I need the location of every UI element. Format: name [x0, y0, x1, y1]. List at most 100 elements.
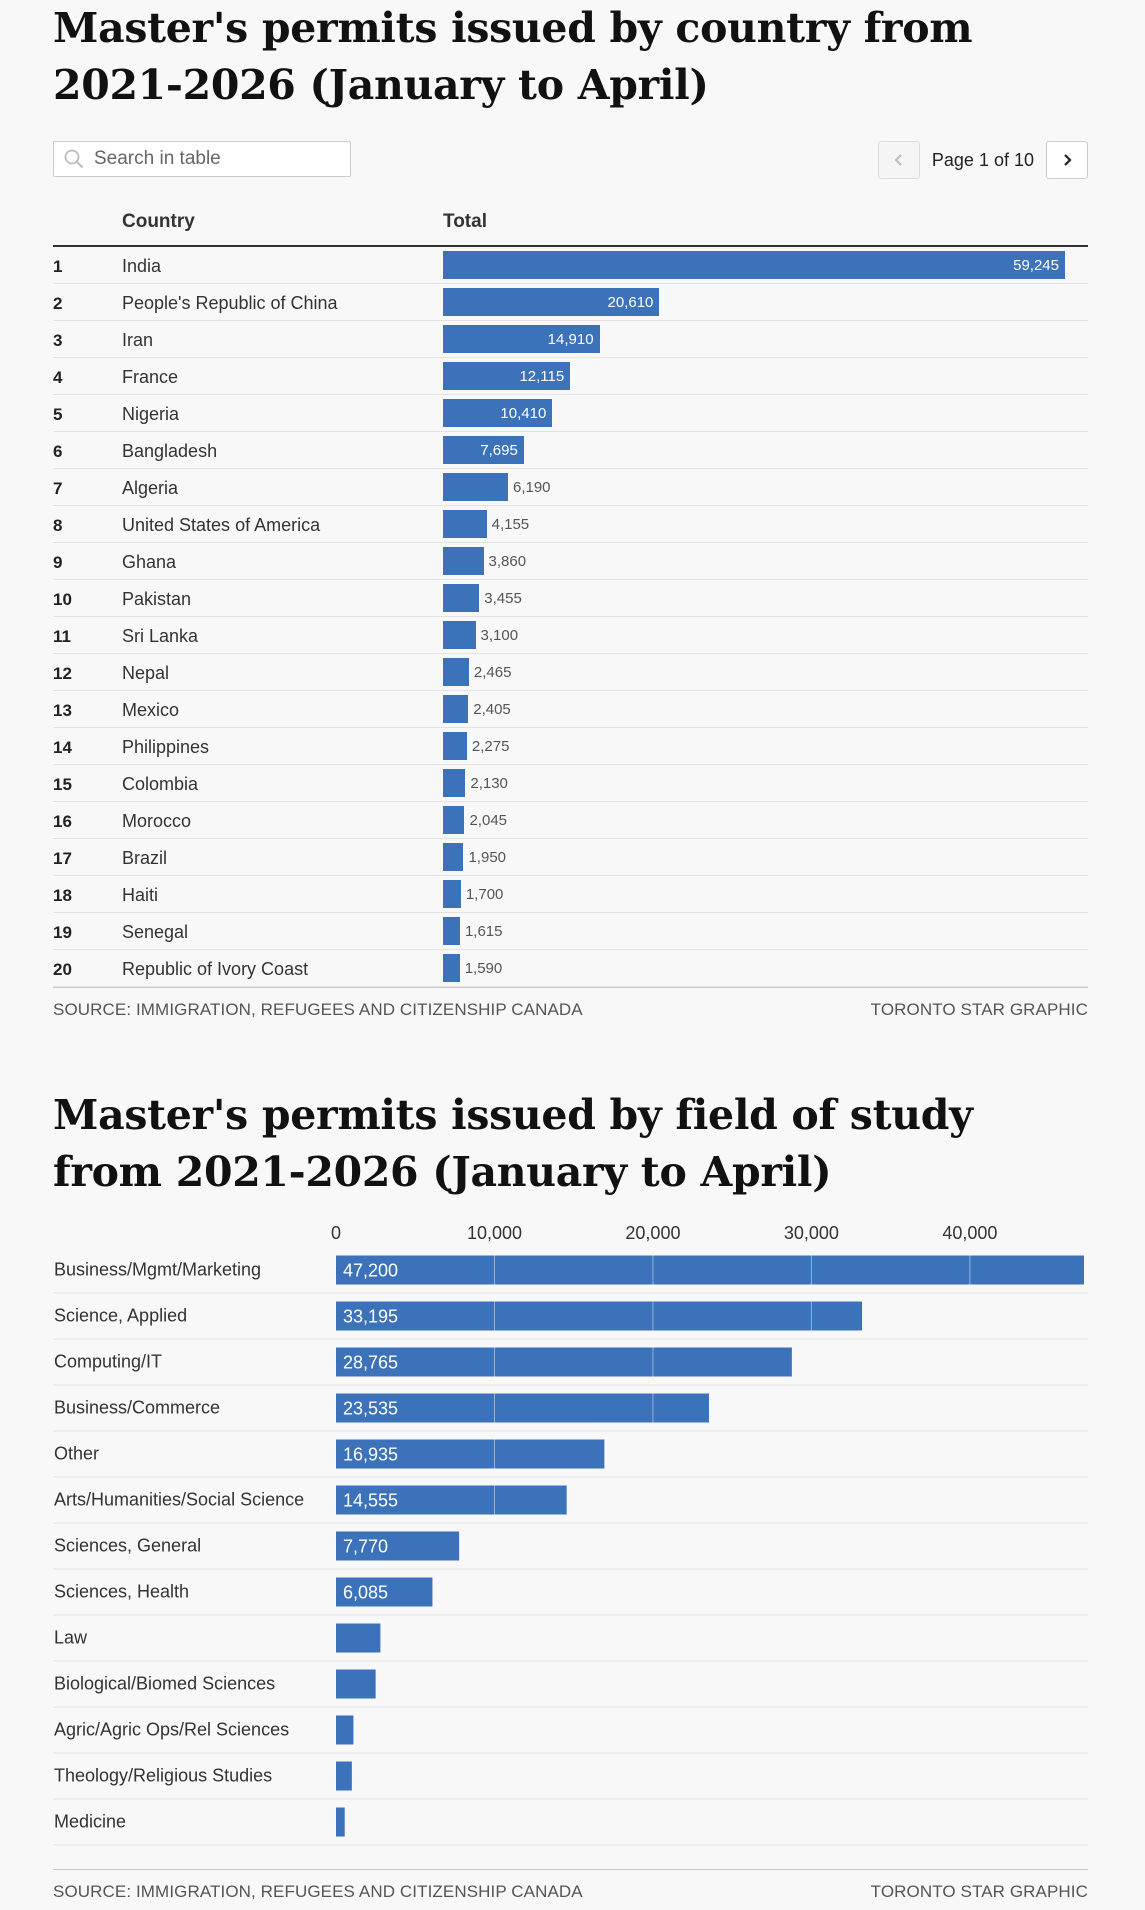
category-label: Theology/Religious Studies [54, 1766, 272, 1786]
row-rank: 18 [53, 886, 72, 905]
search-box[interactable] [53, 141, 351, 177]
row-bar [443, 880, 461, 908]
source-note: SOURCE: IMMIGRATION, REFUGEES AND CITIZE… [53, 1000, 583, 1019]
table-row: 3 Iran 14,910 [53, 321, 1088, 358]
row-bar [443, 547, 484, 575]
category-label: Arts/Humanities/Social Science [54, 1490, 304, 1510]
table-row: 8 United States of America 4,155 [53, 506, 1088, 543]
row-value: 59,245 [1013, 257, 1059, 274]
category-label: Business/Commerce [54, 1398, 220, 1418]
row-rank: 3 [53, 331, 63, 350]
row-country: France [122, 367, 179, 387]
credit-note: TORONTO STAR GRAPHIC [870, 1882, 1088, 1901]
row-country: Morocco [122, 811, 192, 831]
bar [336, 1393, 709, 1423]
row-value: 3,100 [480, 627, 519, 644]
column-header-country[interactable]: Country [122, 211, 195, 232]
search-input[interactable] [92, 147, 336, 171]
table-chart-title: Master's permits issued by country from … [53, 4, 973, 109]
row-rank: 8 [53, 516, 63, 535]
row-bar [443, 954, 460, 982]
bar [336, 1807, 345, 1837]
bar-chart-footer: SOURCE: IMMIGRATION, REFUGEES AND CITIZE… [53, 1869, 1088, 1910]
table-row: 20 Republic of Ivory Coast 1,590 [53, 950, 1088, 987]
row-country: Brazil [122, 848, 168, 868]
table-row: 7 Algeria 6,190 [53, 469, 1088, 506]
row-value: 12,115 [519, 368, 565, 385]
row-rank: 11 [53, 627, 71, 646]
row-rank: 10 [53, 590, 72, 609]
page-indicator: Page 1 of 10 [931, 149, 1034, 170]
row-value: 2,130 [470, 775, 508, 792]
table-row: 13 Mexico 2,405 [53, 691, 1088, 728]
table-row: 19 Senegal 1,615 [53, 913, 1088, 950]
bar [336, 1715, 354, 1745]
table-row: 12 Nepal 2,465 [53, 654, 1088, 691]
category-label: Other [54, 1444, 99, 1464]
bar [336, 1577, 433, 1607]
row-value: 20,610 [607, 294, 654, 311]
row-country: Colombia [122, 774, 199, 794]
row-bar [443, 325, 600, 353]
bar-value-label: 14,555 [343, 1491, 398, 1511]
bar-chart-title: Master's permits issued by field of stud… [53, 1091, 973, 1196]
row-bar [443, 399, 553, 427]
bar [336, 1347, 792, 1377]
table-row: 9 Ghana 3,860 [53, 543, 1088, 580]
source-note: SOURCE: IMMIGRATION, REFUGEES AND CITIZE… [53, 1882, 583, 1901]
row-rank: 16 [53, 812, 72, 831]
row-value: 3,860 [488, 553, 527, 570]
previous-page-button[interactable] [877, 141, 920, 179]
table-row: 11 Sri Lanka 3,100 [53, 617, 1088, 654]
row-value: 6,190 [512, 479, 551, 496]
row-bar [443, 806, 465, 834]
row-value: 2,465 [473, 664, 512, 681]
row-value: 1,950 [468, 849, 507, 866]
row-value: 1,615 [464, 923, 503, 940]
row-bar [443, 362, 571, 390]
row-rank: 12 [53, 664, 72, 683]
row-bar [443, 584, 480, 612]
category-label: Law [54, 1628, 88, 1648]
row-value: 3,455 [484, 590, 522, 607]
row-country: Sri Lanka [122, 626, 199, 646]
x-tick-label: 10,000 [467, 1223, 522, 1243]
chevron-left-icon [894, 154, 902, 166]
bar [336, 1531, 460, 1561]
row-value: 2,405 [473, 701, 511, 718]
row-country: Iran [122, 330, 154, 350]
table-row: 14 Philippines 2,275 [53, 728, 1088, 765]
table-row: 18 Haiti 1,700 [53, 876, 1088, 913]
next-page-button[interactable] [1046, 141, 1088, 179]
table-row: 16 Morocco 2,045 [53, 802, 1088, 839]
row-rank: 19 [53, 923, 72, 942]
row-bar [443, 917, 460, 945]
bar-value-label: 28,765 [343, 1353, 398, 1373]
row-rank: 17 [53, 849, 72, 868]
category-label: Computing/IT [54, 1352, 162, 1372]
row-country: Philippines [122, 737, 210, 757]
bar [336, 1761, 352, 1791]
category-label: Medicine [54, 1812, 126, 1832]
row-country: Nepal [122, 663, 170, 683]
row-bar [443, 658, 469, 686]
row-country: Pakistan [122, 589, 192, 609]
table-row: 5 Nigeria 10,410 [53, 395, 1088, 432]
country-table-chart: Master's permits issued by country from … [53, 0, 1088, 1028]
category-label: Agric/Agric Ops/Rel Sciences [54, 1720, 289, 1740]
row-country: Haiti [122, 885, 159, 905]
row-rank: 5 [53, 405, 63, 424]
row-bar [443, 251, 1065, 279]
row-bar [443, 436, 524, 464]
row-rank: 6 [53, 442, 63, 461]
bar [336, 1255, 1084, 1285]
table-header: Country Total [53, 201, 1088, 247]
bar [336, 1301, 863, 1331]
row-country: Republic of Ivory Coast [122, 959, 309, 979]
bar-value-label: 16,935 [343, 1445, 398, 1465]
column-header-total[interactable]: Total [443, 211, 487, 232]
row-bar [443, 473, 508, 501]
row-value: 14,910 [547, 331, 594, 348]
chevron-right-icon [1064, 154, 1072, 166]
row-rank: 2 [53, 294, 63, 313]
